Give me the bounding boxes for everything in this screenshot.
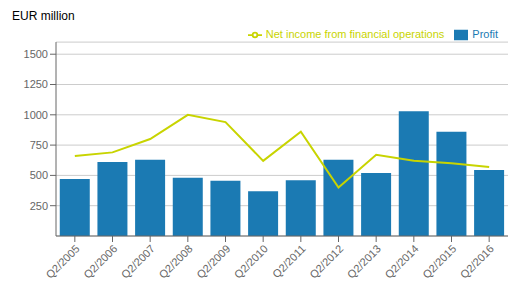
html-text:Net income from financial oper: Net income from financial operations (265, 28, 445, 40)
svg-text:Q2/2009: Q2/2009 (194, 242, 232, 280)
svg-text:Q2/2012: Q2/2012 (307, 242, 345, 280)
svg-text:250: 250 (30, 200, 48, 212)
svg-text:750: 750 (30, 139, 48, 151)
svg-text:1000: 1000 (24, 109, 48, 121)
svg-text:Q2/2008: Q2/2008 (156, 242, 194, 280)
svg-text:Q2/2005: Q2/2005 (43, 242, 81, 280)
svg-text:Q2/2016: Q2/2016 (458, 242, 496, 280)
svg-text:Q2/2011: Q2/2011 (270, 242, 308, 280)
svg-text:Q2/2007: Q2/2007 (119, 242, 157, 280)
svg-text:Q2/2014: Q2/2014 (382, 242, 420, 280)
svg-text:1250: 1250 (24, 78, 48, 90)
html-text:Profit: Profit (472, 28, 498, 40)
svg-text:Q2/2015: Q2/2015 (420, 242, 458, 280)
svg-text:1500: 1500 (24, 48, 48, 60)
svg-text:Q2/2010: Q2/2010 (232, 242, 270, 280)
svg-text:500: 500 (30, 169, 48, 181)
html-text:EUR million: EUR million (12, 9, 75, 23)
svg-text:Q2/2006: Q2/2006 (81, 242, 119, 280)
svg-text:Q2/2013: Q2/2013 (345, 242, 383, 280)
